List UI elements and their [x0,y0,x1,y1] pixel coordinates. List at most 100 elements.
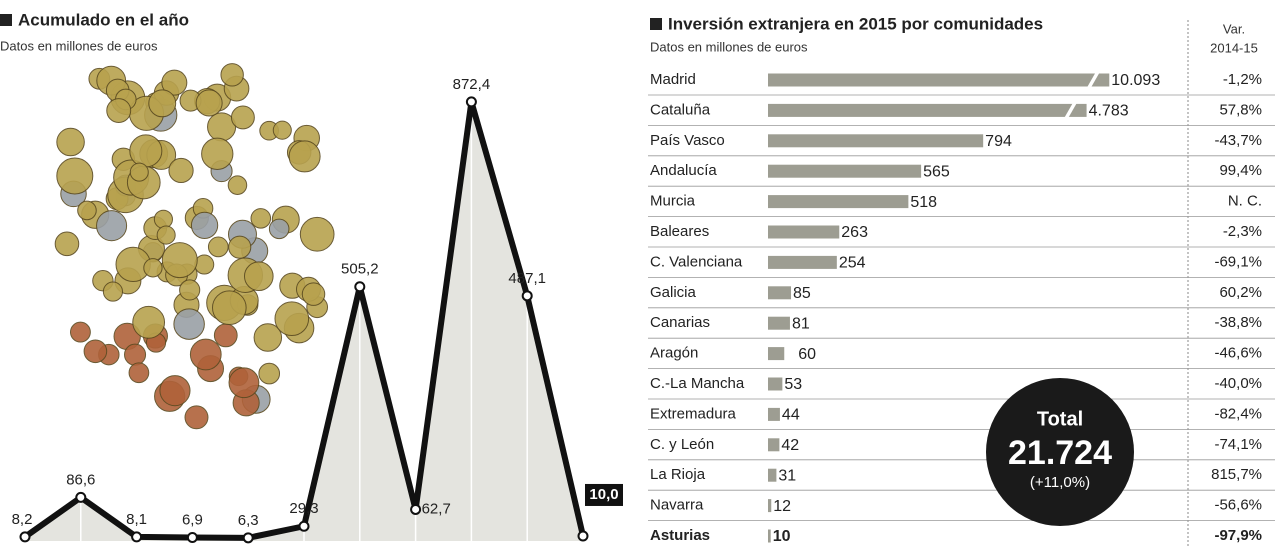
coin [288,140,321,173]
coin [56,157,94,195]
value-label: 4.783 [1089,103,1129,120]
bar [768,468,777,482]
var-label: -40,0% [1214,375,1262,392]
coin [184,405,209,430]
coin [258,362,281,385]
coin-map [54,63,335,430]
title-square [0,14,12,26]
axis-break [1064,103,1077,118]
point [465,96,477,108]
coin [268,218,290,240]
total-change: (+11,0%) [1030,474,1090,491]
var-title: 2014-15 [1210,40,1258,55]
category-label: Aragón [650,345,698,362]
coin [274,301,310,337]
var-label: -46,6% [1214,345,1262,362]
coin [190,211,219,239]
coin [70,321,91,343]
bar [768,255,837,269]
value-label: 29,3 [289,500,318,517]
point [242,532,254,544]
title-square [650,18,662,30]
value-label: 10,0 [589,486,618,503]
coin [54,231,80,257]
bar [768,134,984,148]
coin [83,339,108,364]
coin [129,162,149,182]
bar [768,438,780,452]
coin [194,254,215,275]
coin [243,261,274,292]
var-label: -97,9% [1214,527,1262,544]
coin [250,208,272,229]
coin [161,69,188,96]
category-label: La Rioja [650,466,706,483]
coin [189,338,222,371]
value-label: 12 [773,498,791,515]
coin [156,225,176,245]
bar [768,164,922,178]
var-label: -43,7% [1214,132,1262,149]
coin [230,105,255,130]
coin [213,323,238,348]
bar [768,377,783,391]
coin [253,323,283,352]
coin [179,279,201,301]
category-label: Canarias [650,314,710,331]
axis-break [1087,73,1100,87]
value-label: 85 [793,285,811,302]
value-label: 8,2 [12,511,33,528]
coin [128,362,150,384]
value-label: 6,9 [182,511,203,528]
coin [102,281,124,302]
bar [768,103,1087,117]
area [25,101,583,541]
category-label: País Vasco [650,132,725,149]
var-label: -38,8% [1214,314,1262,331]
coin [220,63,244,87]
coin [124,343,147,366]
coin [77,200,97,221]
bar [768,73,1110,87]
coin [228,235,252,259]
var-title: Var. [1223,21,1245,36]
point [19,531,31,543]
coin [96,210,128,242]
category-label: Asturias [650,527,710,544]
category-label: Extremadura [650,405,737,422]
category-label: C. y León [650,436,714,453]
value-label: 53 [784,376,802,393]
value-label: 6,3 [238,512,259,529]
point [354,281,366,293]
value-label: 8,1 [126,511,147,528]
bar [768,347,785,361]
value-label: 60 [798,346,816,363]
coin [301,282,326,306]
coin [173,308,205,340]
value-label: 62,7 [422,500,451,517]
coin [228,367,260,399]
value-label: 86,6 [66,471,95,488]
coin [106,98,132,124]
coin [129,134,163,168]
bar [768,499,772,513]
bar [768,316,790,330]
value-label: 42 [781,437,799,454]
point [410,503,422,515]
var-label: N. C. [1228,193,1262,210]
label-box [585,483,623,506]
value-label: 518 [910,194,937,211]
category-label: Baleares [650,223,709,240]
var-label: -69,1% [1214,253,1262,270]
coin [299,216,335,252]
point [521,290,533,302]
value-label: 794 [985,133,1012,150]
var-label: -82,4% [1214,405,1262,422]
value-label: 872,4 [453,76,491,93]
value-label: 31 [778,467,796,484]
coin [201,137,234,170]
bar [768,195,909,209]
var-label: 99,4% [1219,162,1262,179]
bar [768,407,780,421]
